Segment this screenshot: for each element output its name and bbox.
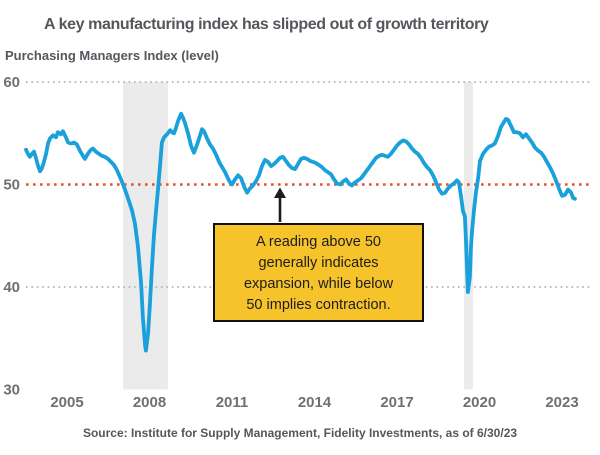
y-tick-label: 50 [3, 177, 20, 194]
annotation-callout: A reading above 50 generally indicates exp… [213, 223, 424, 322]
x-tick-label: 2014 [298, 394, 332, 411]
y-tick-label: 60 [3, 74, 20, 91]
pmi-line [24, 111, 577, 353]
y-tick-label: 30 [3, 382, 20, 399]
x-tick-label: 2008 [133, 394, 166, 411]
annotation-arrowhead [274, 187, 286, 198]
chart-title: A key manufacturing index has slipped ou… [44, 16, 489, 33]
x-tick-label: 2005 [50, 394, 83, 411]
x-tick-label: 2017 [380, 394, 413, 411]
source-note: Source: Institute for Supply Management,… [82, 426, 518, 440]
x-tick-label: 2020 [463, 394, 496, 411]
y-axis-unit-label: Purchasing Managers Index (level) [5, 48, 219, 63]
annotation-text-line: A reading above 50 [256, 234, 381, 250]
x-tick-label: 2011 [216, 394, 249, 411]
recession-band [464, 82, 473, 390]
y-tick-label: 40 [3, 279, 20, 296]
annotation-text-line: expansion, while below [243, 276, 394, 292]
annotation-text-line: 50 implies contraction. [246, 297, 391, 313]
annotation-text-line: generally indicates [258, 255, 379, 271]
x-tick-label: 2023 [545, 394, 578, 411]
